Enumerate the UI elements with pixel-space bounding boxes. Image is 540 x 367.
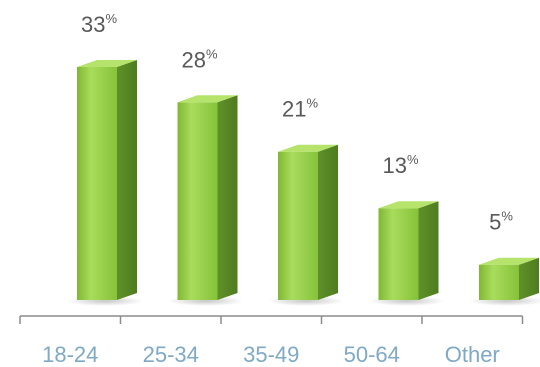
bar-side (418, 201, 439, 300)
bar-side (217, 95, 238, 300)
value-unit: % (206, 46, 218, 61)
bar-front (177, 102, 218, 300)
value-unit: % (501, 209, 513, 224)
bar-50-64 (378, 201, 439, 300)
bars-group (77, 60, 539, 300)
bar-side (318, 144, 338, 300)
bar-top (278, 144, 338, 152)
category-label: 25-34 (143, 342, 199, 367)
category-label: 50-64 (344, 342, 400, 367)
bar-front (479, 264, 519, 300)
bar-top (177, 95, 238, 103)
bar-side (519, 257, 539, 300)
bar-top (378, 201, 439, 209)
value-unit: % (407, 152, 419, 167)
value-label: 5% (489, 209, 513, 235)
bar-front (378, 208, 419, 300)
bar-25-34 (177, 95, 238, 300)
value-label: 13% (382, 152, 418, 178)
bar-Other (479, 257, 539, 300)
value-unit: % (105, 11, 117, 26)
bar-front (77, 67, 117, 300)
bar-front (278, 151, 318, 300)
value-label: 21% (282, 96, 318, 122)
bar-35-49 (278, 144, 338, 300)
x-axis (19, 315, 524, 324)
value-unit: % (306, 96, 318, 111)
category-label: 18-24 (42, 342, 98, 367)
bar-side (117, 60, 137, 300)
category-label: Other (445, 342, 500, 367)
value-label: 28% (181, 46, 217, 72)
labels-group: 33% 28% 21% 13% 5% 18-24 25-34 35-49 50-64 Other (42, 11, 513, 367)
category-label: 35-49 (243, 342, 299, 367)
bar-top (479, 257, 539, 265)
bar-top (77, 60, 137, 67)
value-label: 33% (81, 11, 117, 37)
bar-18-24 (77, 60, 137, 300)
